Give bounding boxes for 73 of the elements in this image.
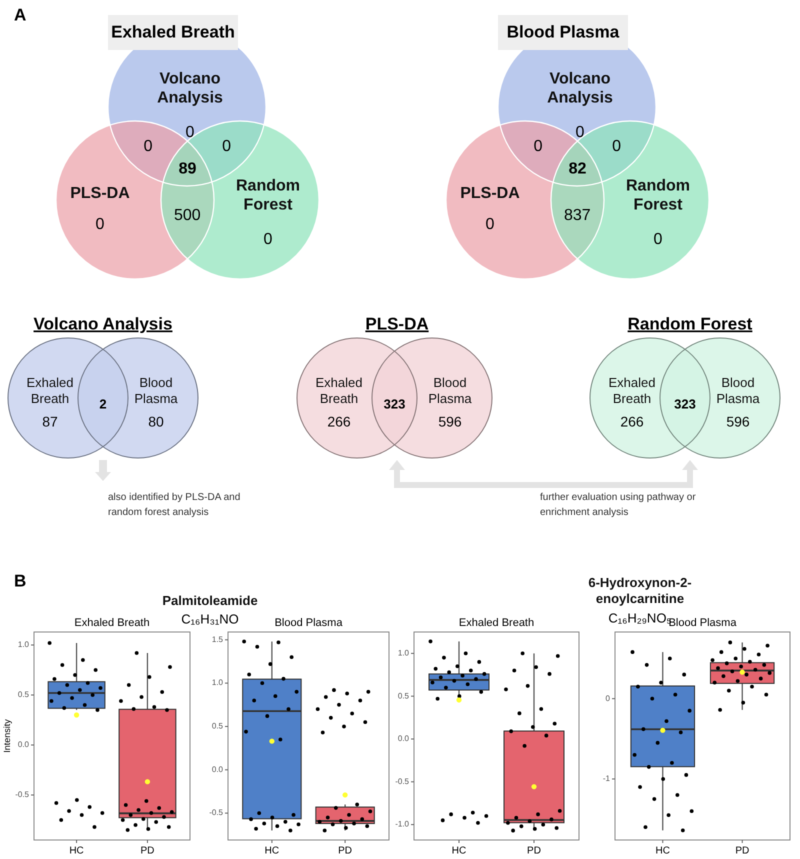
x-tick-label: PD — [527, 846, 541, 857]
data-label: 596 — [438, 414, 462, 430]
data-label: 266 — [327, 414, 351, 430]
text: A — [14, 5, 26, 24]
category-label: Exhaled Breath — [26, 375, 74, 406]
text: Exhaled Breath — [111, 22, 235, 42]
y-tick-label: 1.0 — [212, 678, 224, 688]
data-label: 0 — [186, 124, 195, 142]
text: C₁₆H₃₁NO — [181, 611, 239, 626]
x-tick-label: HC — [264, 846, 280, 857]
text: 6-Hydroxynon-2-enoylcarnitine — [588, 575, 692, 606]
data-label: 0 — [264, 231, 273, 248]
data-label: 0 — [654, 231, 663, 248]
y-tick-label: 0.5 — [398, 691, 410, 700]
y-tick-label: -0.5 — [395, 776, 410, 786]
y-tick-label: 1.0 — [18, 640, 30, 650]
text: further evaluation using pathway or enrichment analysis — [540, 492, 696, 518]
category-label: Random Forest — [626, 178, 690, 214]
text: Palmitoleamide — [162, 593, 258, 608]
category-label: Volcano Analysis — [157, 70, 224, 107]
y-tick-label: 0.5 — [212, 722, 224, 731]
data-label: 80 — [148, 414, 164, 430]
category-label: PLS-DA — [70, 185, 130, 202]
text: Random Forest — [628, 314, 753, 334]
text: 837 — [564, 206, 591, 224]
y-tick-label: 0.5 — [18, 690, 30, 700]
y-tick-label: -1 — [602, 774, 611, 784]
text: 0 — [144, 138, 153, 156]
data-label: 87 — [42, 414, 58, 430]
text: 323 — [384, 396, 406, 412]
y-tick-label: 0.0 — [398, 734, 410, 744]
x-tick-label: PD — [338, 846, 352, 857]
chart-title: Blood Plasma — [668, 617, 738, 629]
y-tick-label: 1.0 — [398, 648, 410, 658]
data-label: 266 — [620, 414, 644, 430]
category-label: Blood Plasma — [716, 375, 760, 406]
y-tick-label: -0.5 — [15, 790, 30, 800]
y-axis-title: Intensity — [2, 718, 12, 753]
text: 2 — [99, 396, 107, 412]
chart-title: Blood Plasma — [274, 617, 344, 629]
y-tick-label: 0.0 — [212, 764, 224, 774]
category-label: Blood Plasma — [428, 375, 472, 406]
category-label: Exhaled Breath — [316, 375, 362, 406]
category-label: Blood Plasma — [134, 375, 178, 406]
y-tick-label: -0.5 — [209, 808, 224, 818]
y-tick-label: 1.5 — [212, 634, 224, 644]
x-tick-label: PD — [140, 846, 154, 857]
x-tick-label: HC — [69, 846, 84, 857]
text: Volcano Analysis — [34, 314, 172, 334]
text: 82 — [568, 160, 586, 178]
text: 323 — [674, 396, 696, 412]
data-label: 0 — [486, 216, 495, 234]
x-tick-label: HC — [452, 846, 466, 857]
text: B — [14, 571, 26, 590]
x-tick-label: HC — [656, 846, 670, 857]
x-tick-label: PD — [735, 846, 750, 857]
text: PLS-DA — [365, 314, 429, 334]
y-tick-label: -1.0 — [395, 820, 410, 829]
text: 89 — [178, 160, 196, 178]
category-label: Random Forest — [236, 178, 300, 214]
text: Blood Plasma — [506, 22, 620, 42]
text: 0 — [534, 138, 543, 156]
data-label: 0 — [576, 124, 585, 142]
text: also identified by PLS-DA and random forest analysis — [108, 492, 240, 518]
category-label: PLS-DA — [460, 185, 520, 202]
category-label: Volcano Analysis — [547, 70, 614, 107]
y-tick-label: 0.0 — [18, 740, 30, 750]
data-label: 0 — [96, 216, 105, 234]
category-label: Exhaled Breath — [608, 375, 656, 406]
text: 500 — [174, 206, 201, 224]
chart-title: Exhaled Breath — [74, 617, 150, 629]
chart-title: Exhaled Breath — [458, 617, 534, 629]
data-label: 596 — [726, 414, 750, 430]
